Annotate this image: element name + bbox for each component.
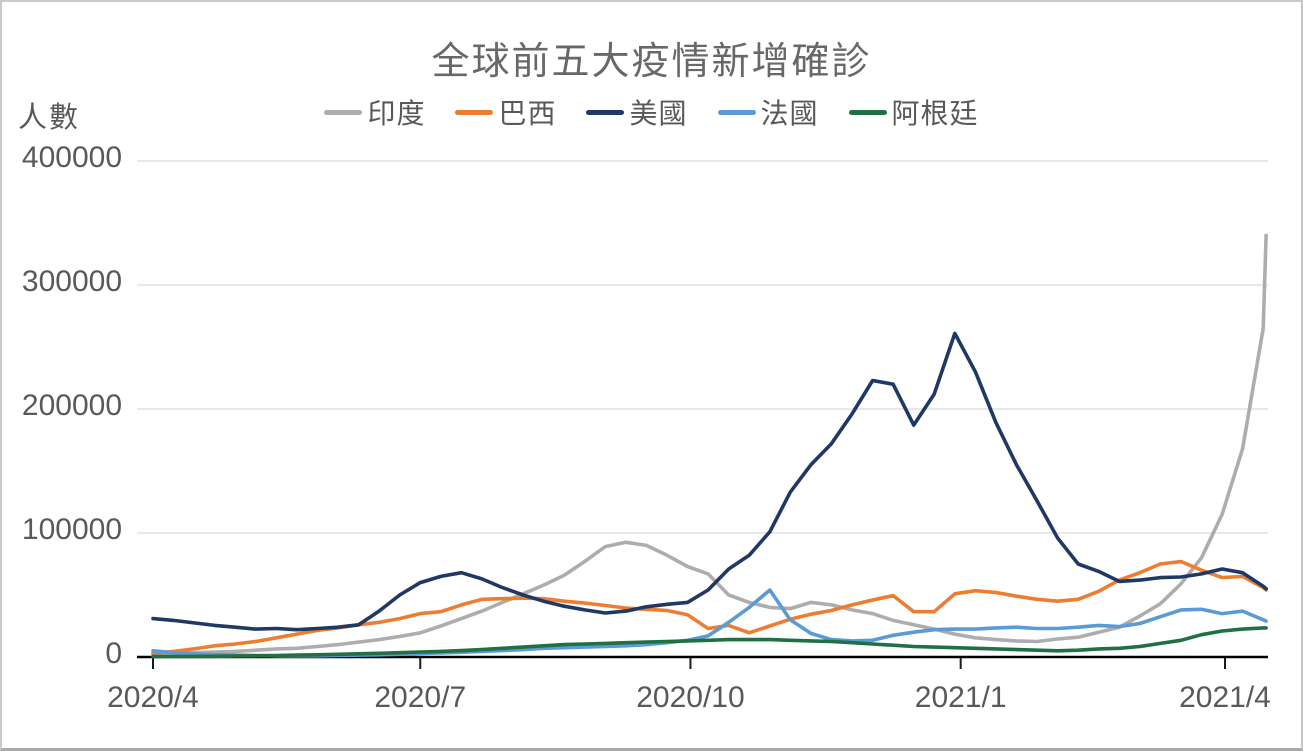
chart-title: 全球前五大疫情新增確診	[431, 41, 872, 83]
legend-swatch-brazil-icon	[455, 109, 494, 115]
y-axis-title: 人數	[18, 102, 81, 134]
x-tick-label-2020-7: 2020/7	[374, 681, 467, 714]
series-line-argentina	[151, 626, 1268, 659]
legend-swatch-usa-icon	[586, 109, 625, 115]
y-tick-label-400000: 400000	[21, 141, 122, 174]
legend-item-india: 印度	[324, 92, 425, 132]
legend: 印度 巴西 美國 法國 阿根廷	[2, 92, 1301, 132]
legend-label-usa: 美國	[629, 98, 688, 129]
legend-label-india: 印度	[367, 98, 426, 129]
series-line-usa	[151, 331, 1268, 632]
x-tick-label-2020-4: 2020/4	[107, 681, 199, 714]
legend-swatch-argentina-icon	[848, 109, 887, 115]
legend-item-brazil: 巴西	[455, 92, 556, 132]
legend-item-argentina: 阿根廷	[848, 92, 979, 132]
legend-item-france: 法國	[717, 92, 819, 132]
legend-label-brazil: 巴西	[498, 98, 557, 129]
x-tick-label-2021-4: 2021/4	[1179, 681, 1271, 714]
legend-swatch-france-icon	[717, 109, 756, 115]
y-tick-label-100000: 100000	[21, 513, 122, 546]
y-tick-label-0: 0	[105, 637, 122, 670]
legend-swatch-india-icon	[324, 109, 363, 115]
y-tick-label-200000: 200000	[21, 389, 122, 422]
legend-label-france: 法國	[760, 98, 819, 129]
x-tick-label-2020-10: 2020/10	[636, 681, 745, 714]
x-tick-label-2021-1: 2021/1	[914, 681, 1007, 714]
legend-label-argentina: 阿根廷	[891, 98, 979, 129]
legend-item-usa: 美國	[586, 92, 687, 132]
y-tick-label-300000: 300000	[21, 265, 122, 298]
series-line-india	[151, 233, 1268, 656]
